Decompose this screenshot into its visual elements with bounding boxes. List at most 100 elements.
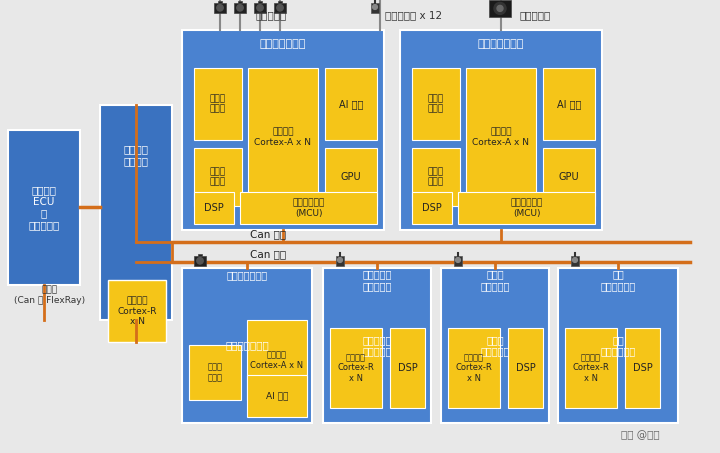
- Bar: [214, 3, 226, 13]
- Bar: [199, 254, 202, 256]
- Text: 右侧
角雷达控制器: 右侧 角雷达控制器: [600, 335, 636, 357]
- Bar: [565, 328, 617, 408]
- Bar: [194, 256, 207, 265]
- Text: 右侧
角雷达控制器: 右侧 角雷达控制器: [600, 269, 636, 291]
- Bar: [233, 3, 246, 13]
- Bar: [458, 192, 595, 224]
- Text: 骨干网
(Can 或 FlexRay): 骨干网 (Can 或 FlexRay): [14, 285, 86, 305]
- Text: 知乎 @萧猛: 知乎 @萧猛: [621, 430, 660, 440]
- Circle shape: [497, 5, 503, 11]
- Bar: [543, 68, 595, 140]
- Circle shape: [197, 258, 203, 264]
- Bar: [247, 375, 307, 417]
- Text: 超声波雷达 x 12: 超声波雷达 x 12: [385, 10, 442, 20]
- Bar: [448, 328, 500, 408]
- Bar: [371, 3, 379, 13]
- Bar: [325, 68, 377, 140]
- Text: 视频编
解码器: 视频编 解码器: [428, 167, 444, 187]
- Bar: [8, 130, 80, 285]
- Bar: [323, 268, 431, 423]
- Circle shape: [456, 258, 460, 262]
- Bar: [238, 1, 242, 4]
- Text: AI 单元: AI 单元: [557, 99, 581, 109]
- Text: 前向智能摄像头: 前向智能摄像头: [226, 270, 268, 280]
- Bar: [325, 148, 377, 206]
- Bar: [508, 328, 543, 408]
- Text: 计算单元
Cortex-A x N: 计算单元 Cortex-A x N: [254, 127, 312, 147]
- Text: AI 单元: AI 单元: [339, 99, 363, 109]
- Bar: [240, 192, 377, 224]
- Text: 视频编
解码器: 视频编 解码器: [210, 167, 226, 187]
- Text: 图像处
理单元: 图像处 理单元: [428, 94, 444, 114]
- Text: 环视摄像头: 环视摄像头: [255, 10, 287, 20]
- Circle shape: [237, 5, 243, 11]
- Bar: [108, 280, 166, 342]
- Bar: [274, 3, 287, 13]
- Text: DSP: DSP: [516, 363, 536, 373]
- Bar: [412, 192, 452, 224]
- Bar: [247, 320, 307, 400]
- Bar: [194, 192, 234, 224]
- Bar: [194, 68, 242, 140]
- Circle shape: [572, 258, 577, 262]
- Text: 前向智能摄像头: 前向智能摄像头: [225, 341, 269, 351]
- Text: 左侧角
雷达控制器: 左侧角 雷达控制器: [480, 269, 510, 291]
- Text: 实时处理单元
(MCU): 实时处理单元 (MCU): [292, 198, 325, 218]
- Bar: [248, 68, 318, 206]
- Bar: [182, 268, 312, 423]
- Bar: [412, 68, 460, 140]
- Text: 红外摄像头: 红外摄像头: [520, 10, 552, 20]
- Bar: [466, 68, 536, 206]
- Bar: [336, 256, 344, 265]
- Text: 图像处
理单元: 图像处 理单元: [207, 363, 222, 382]
- Text: 计算单元
Cortex-R
x N: 计算单元 Cortex-R x N: [456, 353, 492, 383]
- Text: Can 总线: Can 总线: [250, 229, 286, 239]
- Circle shape: [338, 258, 343, 262]
- Circle shape: [373, 5, 377, 10]
- Bar: [390, 328, 425, 408]
- Text: GPU: GPU: [559, 172, 580, 182]
- Text: DSP: DSP: [633, 363, 652, 373]
- Bar: [279, 1, 282, 4]
- Text: 实时处理单元
(MCU): 实时处理单元 (MCU): [510, 198, 543, 218]
- Circle shape: [217, 5, 223, 11]
- Bar: [441, 268, 549, 423]
- Bar: [182, 30, 384, 230]
- Bar: [558, 268, 678, 423]
- Circle shape: [494, 2, 506, 14]
- Bar: [489, 0, 510, 17]
- Circle shape: [276, 5, 283, 11]
- Bar: [194, 148, 242, 206]
- Text: 左侧角
雷达控制器: 左侧角 雷达控制器: [480, 335, 510, 357]
- Bar: [189, 345, 241, 400]
- Bar: [258, 1, 261, 4]
- Text: DSP: DSP: [422, 203, 442, 213]
- Text: DSP: DSP: [204, 203, 224, 213]
- Bar: [330, 328, 382, 408]
- Text: 计算单元
Cortex-A x N: 计算单元 Cortex-A x N: [251, 350, 304, 370]
- Bar: [218, 1, 222, 4]
- Text: DSP: DSP: [397, 363, 418, 373]
- Circle shape: [257, 5, 264, 11]
- Bar: [454, 256, 462, 265]
- Bar: [100, 105, 172, 320]
- Text: 图像处
理单元: 图像处 理单元: [210, 94, 226, 114]
- Text: 驾驶员监控系统: 驾驶员监控系统: [478, 39, 524, 49]
- Bar: [412, 148, 460, 206]
- Text: AI 单元: AI 单元: [266, 391, 288, 400]
- Bar: [400, 30, 602, 230]
- Text: Can 总线: Can 总线: [250, 249, 286, 259]
- Text: 计算单元
Cortex-R
x N: 计算单元 Cortex-R x N: [117, 296, 157, 326]
- Text: 驾驶辅助
域控制器: 驾驶辅助 域控制器: [124, 144, 148, 166]
- Bar: [253, 3, 266, 13]
- Text: 计算单元
Cortex-R
x N: 计算单元 Cortex-R x N: [572, 353, 609, 383]
- Bar: [625, 328, 660, 408]
- Bar: [543, 148, 595, 206]
- Text: 前向毫米波
雷达控制器: 前向毫米波 雷达控制器: [362, 335, 392, 357]
- Text: 全自动泊车系统: 全自动泊车系统: [260, 39, 306, 49]
- Text: GPU: GPU: [341, 172, 361, 182]
- Bar: [571, 256, 579, 265]
- Text: 前向毫米波
雷达控制器: 前向毫米波 雷达控制器: [362, 269, 392, 291]
- Text: 车辆控制
ECU
或
动力域网关: 车辆控制 ECU 或 动力域网关: [28, 185, 60, 230]
- Text: 计算单元
Cortex-A x N: 计算单元 Cortex-A x N: [472, 127, 529, 147]
